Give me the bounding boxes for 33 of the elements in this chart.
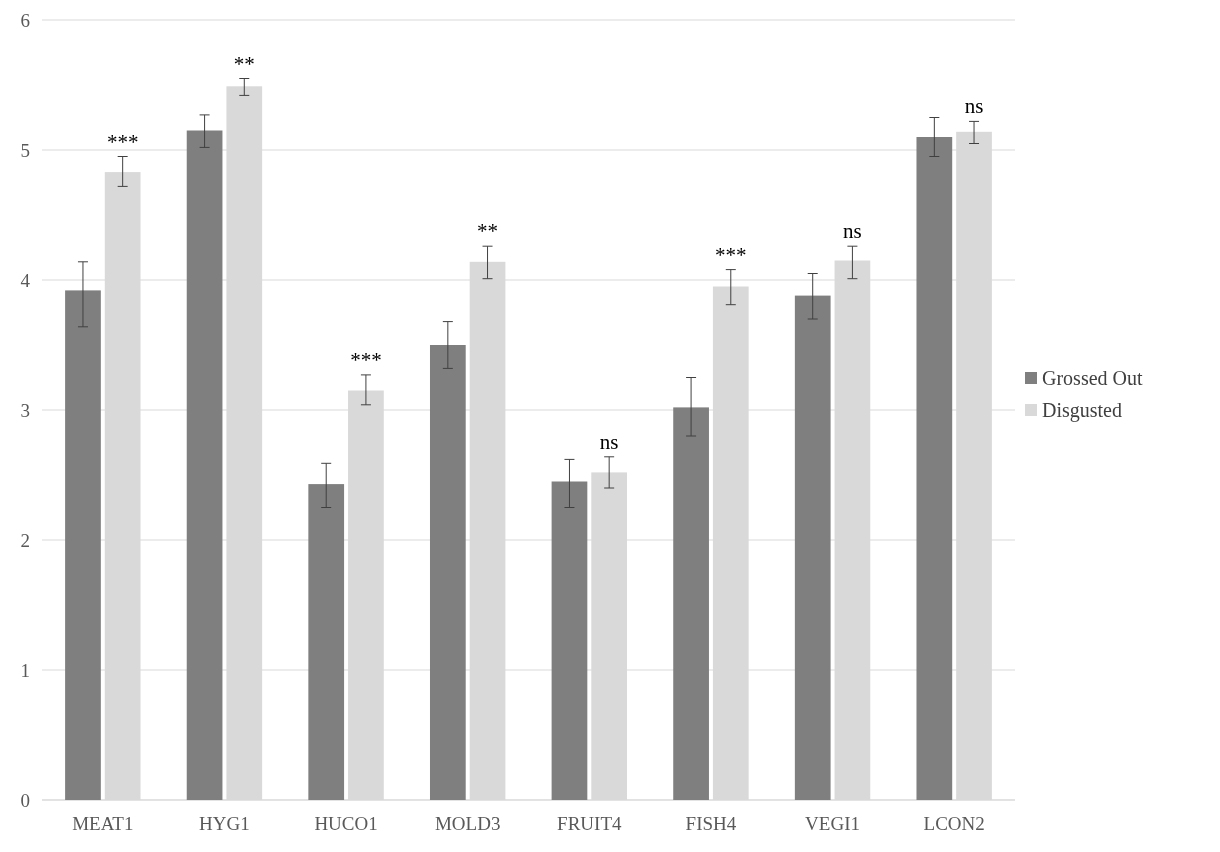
x-tick-label: FISH4 [685,813,737,834]
y-tick-label: 1 [20,659,30,681]
annotation: *** [350,347,382,372]
annotation: ** [477,219,499,244]
annotation: ns [599,429,619,454]
y-tick-label: 6 [20,9,30,31]
y-tick-label: 5 [20,139,30,161]
bar [673,407,709,800]
x-tick-label: HUCO1 [314,813,378,834]
annotation: ** [233,51,255,76]
bar [429,345,466,800]
y-tick-label: 2 [20,529,30,551]
bar [551,481,588,800]
y-tick-label: 4 [20,269,31,291]
bar [794,295,831,800]
bar [308,484,345,800]
x-tick-label: MEAT1 [72,813,134,834]
annotation: ns [964,94,984,119]
x-tick-label: MOLD3 [434,813,501,834]
x-tick-label: LCON2 [923,813,985,834]
y-tick-label: 0 [20,789,30,811]
y-tick-label: 3 [20,399,30,421]
bar [916,137,953,800]
legend-label: Disgusted [1042,399,1122,422]
bar [65,290,101,800]
annotation: ns [843,219,862,244]
annotation: *** [106,129,139,154]
bar [186,130,223,800]
x-tick-label: FRUIT4 [557,813,622,834]
x-tick-label: VEGI1 [805,813,861,834]
x-tick-label: HYG1 [199,813,250,834]
legend-label: Grossed Out [1042,367,1143,389]
annotation: *** [715,242,747,267]
